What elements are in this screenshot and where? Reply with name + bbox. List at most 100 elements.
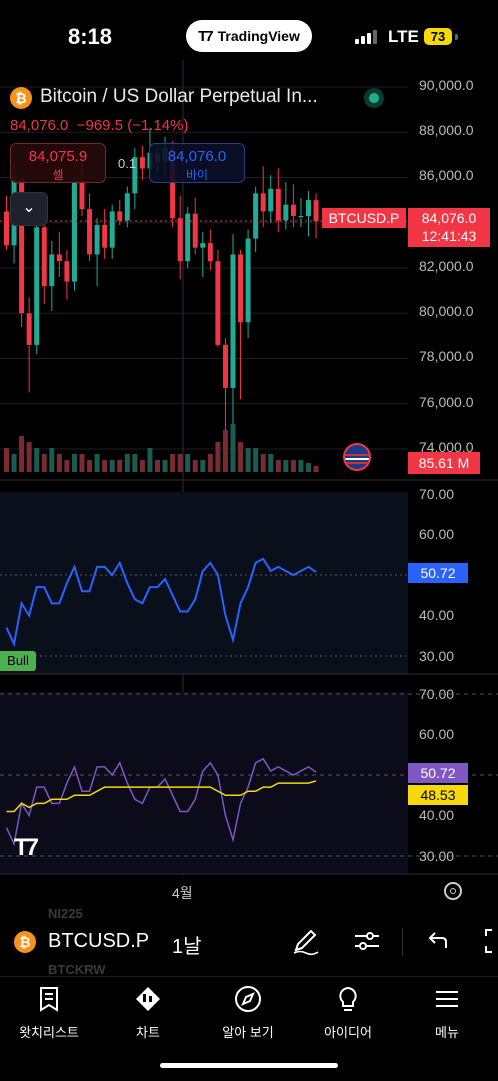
sell-button[interactable]: 84,075.9 셀 [10,143,106,183]
toolbar-divider [402,928,403,956]
volume-bar [290,460,296,472]
bitcoin-icon: ₿ [10,87,32,109]
volume-bar [313,466,319,472]
candle-body [207,243,213,262]
ghost-symbol-above: NI225 [48,906,83,921]
bitcoin-icon: ₿ [14,931,36,953]
status-time: 8:18 [68,24,113,49]
tab-label: 알아 보기 [222,1025,274,1040]
compass-icon [235,986,261,1012]
candle-body [109,211,115,248]
volume-bar [192,460,198,472]
price-tick: 88,000.0 [419,122,474,138]
rsi2-tick: 60.00 [419,726,455,742]
rsi2-tick: 70.00 [419,686,455,702]
volume-bar [34,448,40,472]
volume-bar [117,460,123,472]
pen-icon[interactable] [290,926,320,956]
rsi2-tick: 30.00 [419,848,455,864]
market-status-icon[interactable] [364,88,384,108]
rsi2-layer [0,693,498,857]
chart-icon [136,987,160,1011]
buy-price: 84,076.0 [167,148,227,165]
tab-menu[interactable]: 메뉴 [402,985,492,1041]
volume-bar [41,454,47,472]
tab-label: 차트 [136,1025,160,1040]
volume-bar [139,460,145,472]
volume-bar [215,442,221,472]
price-change: −969.5 (−1.14%) [76,117,189,134]
candle-body [185,213,191,262]
candle-body [102,225,108,248]
candle-body [41,227,47,287]
time-axis-month: 4월 [172,885,193,901]
home-indicator [160,1063,338,1068]
collapse-chevron-icon[interactable]: ⌄ [10,192,48,226]
lightbulb-icon [339,986,357,1011]
rsi-tick: 60.00 [419,526,455,542]
current-price: 84,076.0 [421,210,477,226]
grid-layer [0,86,408,450]
volume-bar [245,448,251,472]
battery-icon: 73 [424,28,452,45]
candle-body [268,188,274,212]
tab-watchlist[interactable]: 왓치리스트 [4,985,94,1041]
us-flag-icon[interactable] [343,443,371,471]
volume-bar [298,460,304,472]
ghost-symbol-below: BTCKRW [48,962,106,977]
rsi2-line [5,757,317,847]
rsi-ma-line [6,780,317,813]
toolbar-symbol[interactable]: BTCUSD.P [48,930,150,952]
volume-bar [306,463,311,472]
candle-body [79,182,85,210]
tradingview-pill[interactable]: T7 TradingView [186,20,312,52]
candle-body [71,182,77,282]
rsi-layer [0,557,408,657]
tab-explore[interactable]: 알아 보기 [203,985,293,1041]
chart-settings-icon[interactable] [444,882,462,900]
volume-bar [26,442,32,472]
last-price: 84,076.0 [10,117,69,134]
volume-bar [49,448,55,472]
buy-button[interactable]: 84,076.0 바이 [149,143,245,183]
candle-body [177,218,183,262]
candle-body [49,254,55,287]
symbol-title[interactable]: Bitcoin / US Dollar Perpetual In... [40,86,318,107]
chart-canvas[interactable] [0,60,498,910]
candle-body [215,261,221,345]
volume-bar [71,454,77,472]
tab-chart[interactable]: 차트 [103,985,193,1041]
price-tick: 74,000.0 [419,439,474,455]
volume-bar [170,454,176,472]
rsi-value-tag: 50.72 [408,563,468,583]
candle-body [222,344,228,388]
fullscreen-icon[interactable] [478,926,498,956]
price-tick: 76,000.0 [419,394,474,410]
volume-bar [79,454,85,472]
buy-label: 바이 [185,168,209,182]
candle-body [170,148,176,219]
candle-body [306,200,311,216]
price-tick: 80,000.0 [419,303,474,319]
volume-bar [238,442,244,472]
spread-value: 0.1 [118,156,137,171]
indicators-icon[interactable] [352,926,382,956]
price-tick: 82,000.0 [419,258,474,274]
tab-label: 아이디어 [324,1025,372,1040]
candle-body [56,254,62,262]
price-tick: 78,000.0 [419,348,474,364]
candle-body [313,200,319,222]
tab-ideas[interactable]: 아이디어 [303,985,393,1041]
candle-body [132,157,138,194]
volume-bar [177,454,183,472]
undo-icon[interactable] [422,926,452,956]
volume-bar [19,436,25,472]
candle-body [298,215,304,217]
tradingview-watermark-icon: T7 [14,834,39,861]
rsi-tick: 30.00 [419,648,455,664]
toolbar-interval[interactable]: 1날 [172,936,202,958]
volume-bar [283,460,289,472]
tab-label: 메뉴 [435,1025,459,1040]
watchlist-icon [40,987,58,1012]
volume-bar [200,460,206,472]
